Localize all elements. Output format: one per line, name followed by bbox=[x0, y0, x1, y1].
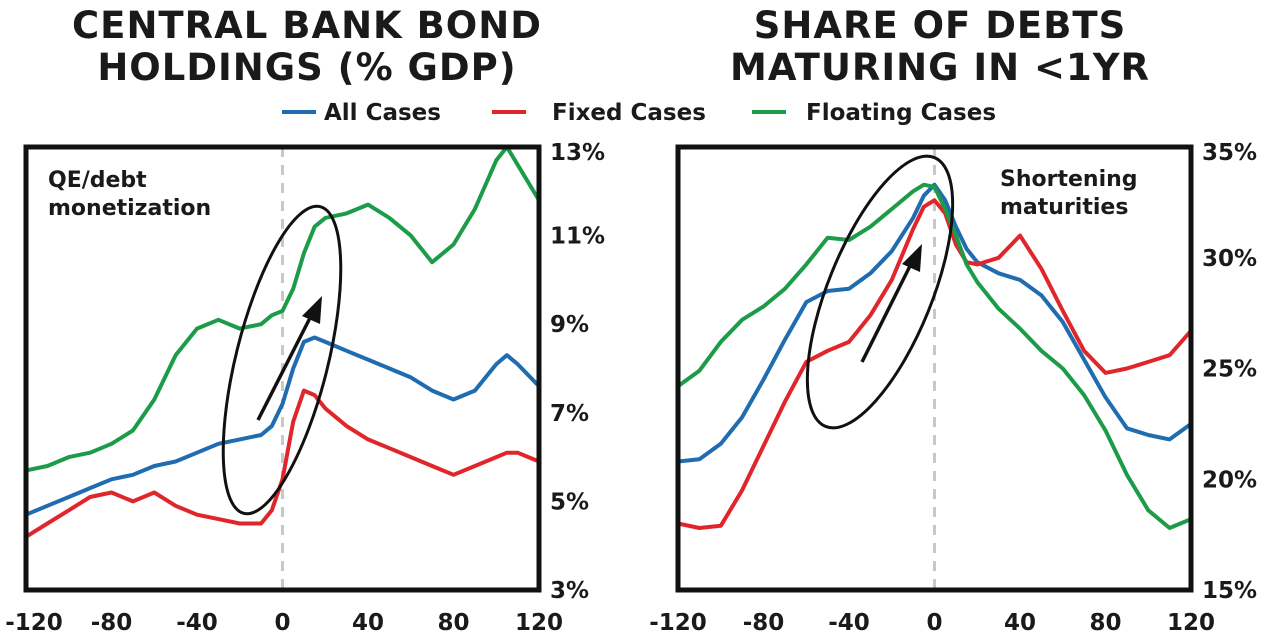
maturities-highlight-ellipse bbox=[805, 154, 955, 430]
short-maturity-x-tick: 120 bbox=[1167, 610, 1215, 636]
chart2-title-line2: MATURING IN <1YR bbox=[730, 46, 1150, 89]
maturities-annotation-line2: maturities bbox=[1000, 195, 1128, 220]
maturities-annotation-line1: Shortening bbox=[1000, 167, 1138, 192]
bond-holdings-series bbox=[24, 145, 541, 590]
short-maturity-plot-frame bbox=[675, 144, 1194, 593]
short-maturity-series-floating-cases bbox=[676, 182, 1193, 530]
bond-holdings-x-tick: 80 bbox=[437, 610, 469, 636]
bond-holdings-y-tick: 3% bbox=[550, 578, 589, 604]
bond-holdings-x-tick: -80 bbox=[91, 610, 133, 636]
bond-holdings-x-tick: -40 bbox=[176, 610, 218, 636]
short-maturity-x-tick: -40 bbox=[828, 610, 870, 636]
bond-holdings-x-ticks: -120 -80 -40 0 40 80 120 bbox=[5, 610, 563, 636]
short-maturity-x-tick: -120 bbox=[649, 610, 707, 636]
short-maturity-x-tick: 0 bbox=[926, 610, 942, 636]
bond-holdings-y-tick: 11% bbox=[550, 224, 605, 250]
bond-holdings-y-ticks: 3% 5% 7% 9% 11% 13% bbox=[550, 140, 605, 604]
qe-highlight-ellipse bbox=[221, 204, 343, 516]
legend: All Cases Fixed Cases Floating Cases bbox=[282, 100, 996, 126]
legend-label-floating: Floating Cases bbox=[806, 100, 996, 126]
bond-holdings-y-tick: 9% bbox=[550, 312, 589, 338]
bond-holdings-series-fixed-cases bbox=[24, 388, 541, 539]
short-maturity-series-fixed-cases bbox=[676, 198, 1193, 530]
bond-holdings-series-floating-cases bbox=[24, 145, 541, 473]
bond-holdings-y-tick: 7% bbox=[550, 401, 589, 427]
short-maturity-y-tick: 30% bbox=[1202, 246, 1257, 272]
chart1-title-line1: CENTRAL BANK BOND bbox=[72, 4, 542, 47]
short-maturity-chart: Shortening maturities -120 -80 -40 0 40 80 120… bbox=[649, 140, 1257, 636]
short-maturity-y-tick: 20% bbox=[1202, 467, 1257, 493]
qe-trend-arrow bbox=[256, 313, 314, 421]
bond-holdings-y-tick: 13% bbox=[550, 140, 605, 166]
chart2-title-line1: SHARE OF DEBTS bbox=[754, 4, 1127, 47]
short-maturity-x-tick: 40 bbox=[1004, 610, 1036, 636]
short-maturity-y-tick: 35% bbox=[1202, 140, 1257, 166]
legend-label-all: All Cases bbox=[324, 100, 441, 126]
maturities-trend-arrow bbox=[860, 261, 914, 363]
short-maturity-series bbox=[676, 147, 1193, 590]
bond-holdings-x-tick: 40 bbox=[352, 610, 384, 636]
short-maturity-y-tick: 15% bbox=[1202, 578, 1257, 604]
bond-holdings-x-tick: 0 bbox=[274, 610, 290, 636]
bond-holdings-x-tick: 120 bbox=[515, 610, 563, 636]
short-maturity-x-ticks: -120 -80 -40 0 40 80 120 bbox=[649, 610, 1215, 636]
short-maturity-y-ticks: 15% 20% 25% 30% 35% bbox=[1202, 140, 1257, 604]
bond-holdings-chart: QE/debt monetization -120 -80 -40 0 40 80 120 … bbox=[5, 140, 605, 636]
maturities-arrowhead-icon bbox=[902, 244, 922, 272]
qe-annotation-line2: monetization bbox=[48, 196, 211, 221]
chart1-title-line2: HOLDINGS (% GDP) bbox=[97, 46, 516, 89]
legend-label-fixed: Fixed Cases bbox=[552, 100, 706, 126]
short-maturity-series-all-cases bbox=[676, 182, 1193, 464]
short-maturity-x-tick: 80 bbox=[1089, 610, 1121, 636]
qe-annotation-line1: QE/debt bbox=[48, 168, 147, 193]
bond-holdings-series-all-cases bbox=[24, 335, 541, 517]
bond-holdings-x-tick: -120 bbox=[5, 610, 63, 636]
short-maturity-x-tick: -80 bbox=[743, 610, 785, 636]
bond-holdings-y-tick: 5% bbox=[550, 489, 589, 515]
short-maturity-y-tick: 25% bbox=[1202, 357, 1257, 383]
qe-arrowhead-icon bbox=[302, 296, 322, 324]
bond-holdings-plot-frame bbox=[23, 144, 542, 593]
